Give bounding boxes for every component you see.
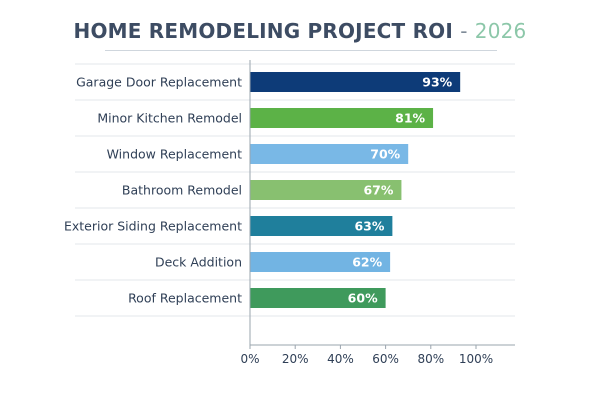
chart-title-year: 2026 — [474, 19, 527, 43]
chart-title-separator: - — [460, 19, 468, 43]
x-tick-label: 0% — [240, 352, 259, 366]
value-label: 67% — [363, 183, 393, 198]
category-label: Garage Door Replacement — [76, 75, 242, 90]
x-tick-label: 100% — [459, 352, 493, 366]
title-underline — [105, 50, 497, 51]
chart-title: HOME REMODELING PROJECT ROI - 2026 — [0, 19, 600, 43]
bar — [250, 288, 386, 308]
category-label: Bathroom Remodel — [122, 183, 242, 198]
x-tick-label: 20% — [282, 352, 309, 366]
x-tick-label: 60% — [372, 352, 399, 366]
value-label: 70% — [370, 147, 400, 162]
bar — [250, 144, 409, 164]
category-label: Minor Kitchen Remodel — [97, 111, 242, 126]
category-label: Window Replacement — [107, 147, 242, 162]
bar — [250, 252, 391, 272]
bar — [250, 72, 461, 92]
value-label: 81% — [395, 111, 425, 126]
value-label: 60% — [348, 291, 378, 306]
value-label: 63% — [354, 219, 384, 234]
chart-title-main: HOME REMODELING PROJECT ROI — [73, 19, 454, 43]
value-label: 62% — [352, 255, 382, 270]
x-tick-label: 40% — [327, 352, 354, 366]
bar — [250, 108, 434, 128]
category-label: Roof Replacement — [128, 291, 242, 306]
bar — [250, 180, 402, 200]
category-label: Deck Addition — [155, 255, 242, 270]
bar — [250, 216, 393, 236]
x-tick-label: 80% — [417, 352, 444, 366]
category-label: Exterior Siding Replacement — [64, 219, 242, 234]
value-label: 93% — [422, 75, 452, 90]
